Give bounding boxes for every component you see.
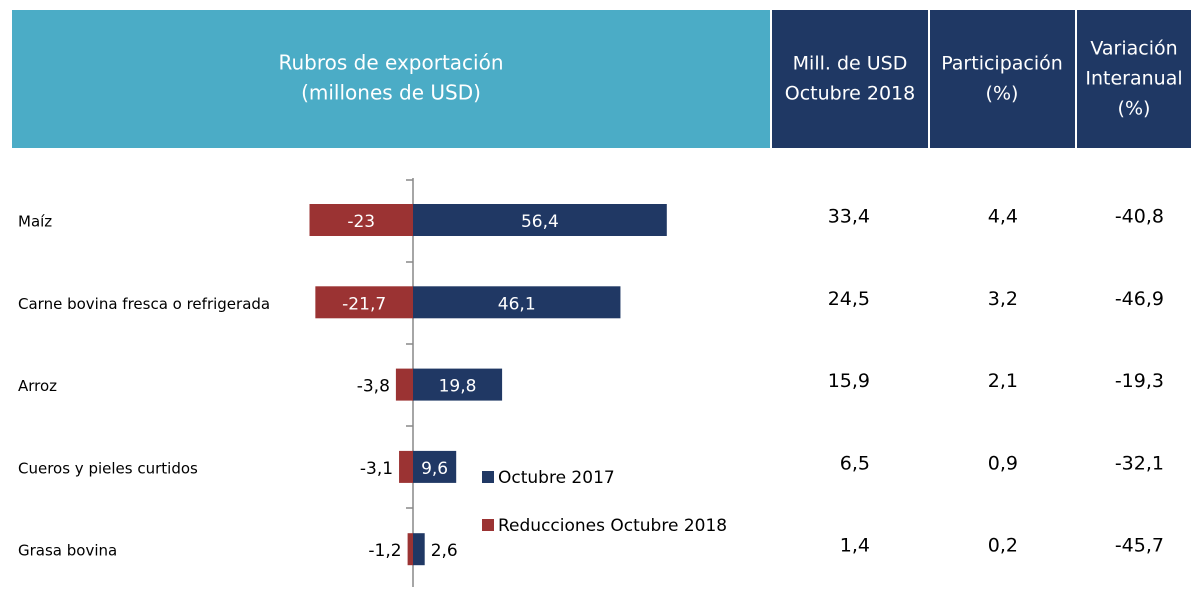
table-cell: 33,4 [828,206,870,228]
table-cell: 2,1 [988,370,1018,392]
table-cell: 0,9 [988,452,1018,474]
table-cell: 15,9 [828,370,870,392]
table-cell: 24,5 [828,288,870,310]
table-cell: 3,2 [988,288,1018,310]
legend-label: Octubre 2017 [498,468,615,488]
legend-label: Reducciones Octubre 2018 [498,516,727,536]
legend-swatch [482,471,494,483]
bar [413,368,503,401]
category-label: Grasa bovina [18,542,117,560]
table-cell: -46,9 [1115,288,1164,310]
table-cell: 0,2 [988,535,1018,557]
table-cell: 4,4 [988,206,1018,228]
value-label: -1,2 [368,541,401,561]
category-label: Cueros y pieles curtidos [18,459,198,477]
header-cell [1077,10,1191,148]
header-cell [12,10,770,148]
header-text: (%) [1118,98,1151,120]
header-text: Rubros de exportación [278,51,503,75]
bar [309,204,413,236]
header-text: Participación [941,53,1063,75]
table-cell: 6,5 [840,452,870,474]
header-cell [930,10,1075,148]
header-text: Interanual [1085,68,1182,90]
legend-swatch [482,519,494,531]
table-cell: -19,3 [1115,370,1164,392]
value-label: 19,8 [439,377,477,397]
bar [413,286,621,319]
table-cell: -45,7 [1115,535,1164,557]
header-text: Mill. de USD [793,53,908,75]
value-label: 46,1 [498,294,536,314]
table-cell: -32,1 [1115,452,1164,474]
bar [395,368,413,401]
header-text: Octubre 2018 [785,83,915,105]
table-cell: 1,4 [840,535,870,557]
bar [413,533,425,566]
bar [413,450,457,483]
bar [407,533,413,566]
value-label: -3,1 [360,459,393,479]
bar [413,204,667,236]
value-label: -23 [347,212,375,232]
header-cell [772,10,928,148]
header-text: Variación [1090,38,1177,60]
category-label: Maíz [18,213,52,231]
value-label: 2,6 [431,541,458,561]
value-label: 9,6 [421,459,448,479]
category-label: Arroz [18,377,57,395]
category-label: Carne bovina fresca o refrigerada [18,295,270,313]
value-label: 56,4 [521,212,559,232]
value-label: -3,8 [357,377,390,397]
bar [315,286,413,319]
header-text: (millones de USD) [301,81,481,105]
value-label: -21,7 [342,294,386,314]
header-text: (%) [986,83,1019,105]
bar [399,450,413,483]
table-cell: -40,8 [1115,206,1164,228]
